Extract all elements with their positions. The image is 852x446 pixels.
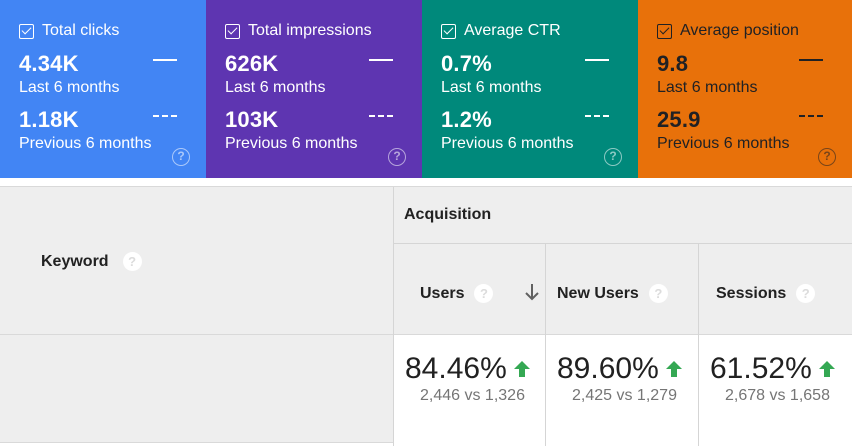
current-value: 626K <box>225 51 279 76</box>
solid-line-legend-icon <box>369 59 393 61</box>
users-cell: 84.46% 2,446 vs 1,326 <box>393 335 545 446</box>
acquisition-label: Acquisition <box>404 206 492 223</box>
new-users-header-label: New Users <box>557 284 639 302</box>
comparison-value: 2,678 vs 1,658 <box>725 387 830 404</box>
checkbox-icon[interactable] <box>19 23 34 39</box>
previous-period-label: Previous 6 months <box>657 135 790 152</box>
previous-value: 1.2% <box>441 107 492 132</box>
keyword-table: Keyword ? Acquisition Users ? New Users … <box>0 186 852 446</box>
dashed-line-legend-icon <box>369 115 393 117</box>
keyword-header-label: Keyword <box>41 252 109 270</box>
change-percent: 89.60% <box>557 352 659 385</box>
previous-period-label: Previous 6 months <box>441 135 574 152</box>
current-value: 9.8 <box>657 51 689 76</box>
solid-line-legend-icon <box>153 59 177 61</box>
current-period-label: Last 6 months <box>225 79 326 96</box>
comparison-value: 2,425 vs 1,279 <box>572 387 677 404</box>
metric-card-average-ctr[interactable]: Average CTR 0.7% Last 6 months 1.2% Prev… <box>422 0 638 178</box>
help-icon[interactable]: ? <box>648 284 668 303</box>
help-icon[interactable]: ? <box>796 284 816 303</box>
current-period-label: Last 6 months <box>441 79 542 96</box>
metric-card-header[interactable]: Total clicks <box>19 22 119 40</box>
metric-card-header[interactable]: Total impressions <box>225 22 372 40</box>
column-header-sessions[interactable]: Sessions ? <box>698 244 852 335</box>
dashed-line-legend-icon <box>799 115 823 117</box>
table-header: Keyword ? Acquisition Users ? New Users … <box>0 186 852 335</box>
acquisition-group-header: Acquisition <box>393 187 852 244</box>
metric-title: Average position <box>680 22 799 39</box>
keyword-column-header[interactable]: Keyword ? <box>41 252 142 271</box>
help-icon[interactable]: ? <box>172 148 190 166</box>
column-header-new-users[interactable]: New Users ? <box>545 244 698 335</box>
previous-value: 103K <box>225 107 279 132</box>
previous-value: 1.18K <box>19 107 79 132</box>
dashed-line-legend-icon <box>585 115 609 117</box>
help-icon[interactable]: ? <box>474 284 494 303</box>
metric-card-total-impressions[interactable]: Total impressions 626K Last 6 months 103… <box>206 0 422 178</box>
help-icon[interactable]: ? <box>818 148 836 166</box>
sort-descending-icon[interactable] <box>525 281 539 303</box>
sessions-header-label: Sessions <box>716 284 787 302</box>
sessions-cell: 61.52% 2,678 vs 1,658 <box>698 335 852 446</box>
comparison-value: 2,446 vs 1,326 <box>420 387 525 404</box>
dashed-line-legend-icon <box>153 115 177 117</box>
change-percent: 84.46% <box>405 352 507 385</box>
previous-period-label: Previous 6 months <box>225 135 358 152</box>
metric-title: Total clicks <box>42 22 120 39</box>
keyword-cell <box>0 335 393 443</box>
arrow-up-icon <box>513 361 530 377</box>
metric-card-average-position[interactable]: Average position 9.8 Last 6 months 25.9 … <box>638 0 852 178</box>
solid-line-legend-icon <box>585 59 609 61</box>
arrow-up-icon <box>665 361 682 377</box>
help-icon[interactable]: ? <box>122 252 142 271</box>
users-header-label: Users <box>420 284 465 302</box>
metric-card-total-clicks[interactable]: Total clicks 4.34K Last 6 months 1.18K P… <box>0 0 206 178</box>
current-period-label: Last 6 months <box>657 79 758 96</box>
arrow-up-icon <box>818 361 835 377</box>
table-row: 84.46% 2,446 vs 1,326 89.60% 2,425 vs 1,… <box>0 335 852 446</box>
help-icon[interactable]: ? <box>604 148 622 166</box>
solid-line-legend-icon <box>799 59 823 61</box>
current-value: 0.7% <box>441 51 492 76</box>
change-percent: 61.52% <box>710 352 812 385</box>
current-value: 4.34K <box>19 51 79 76</box>
column-header-users[interactable]: Users ? <box>393 244 545 335</box>
metric-title: Average CTR <box>464 22 561 39</box>
current-period-label: Last 6 months <box>19 79 120 96</box>
checkbox-icon[interactable] <box>657 23 672 39</box>
previous-period-label: Previous 6 months <box>19 135 152 152</box>
checkbox-icon[interactable] <box>225 23 240 39</box>
metric-title: Total impressions <box>248 22 372 39</box>
help-icon[interactable]: ? <box>388 148 406 166</box>
previous-value: 25.9 <box>657 107 701 132</box>
metric-cards: Total clicks 4.34K Last 6 months 1.18K P… <box>0 0 852 178</box>
new-users-cell: 89.60% 2,425 vs 1,279 <box>545 335 698 446</box>
metric-card-header[interactable]: Average CTR <box>441 22 561 40</box>
metric-card-header[interactable]: Average position <box>657 22 799 40</box>
checkbox-icon[interactable] <box>441 23 456 39</box>
